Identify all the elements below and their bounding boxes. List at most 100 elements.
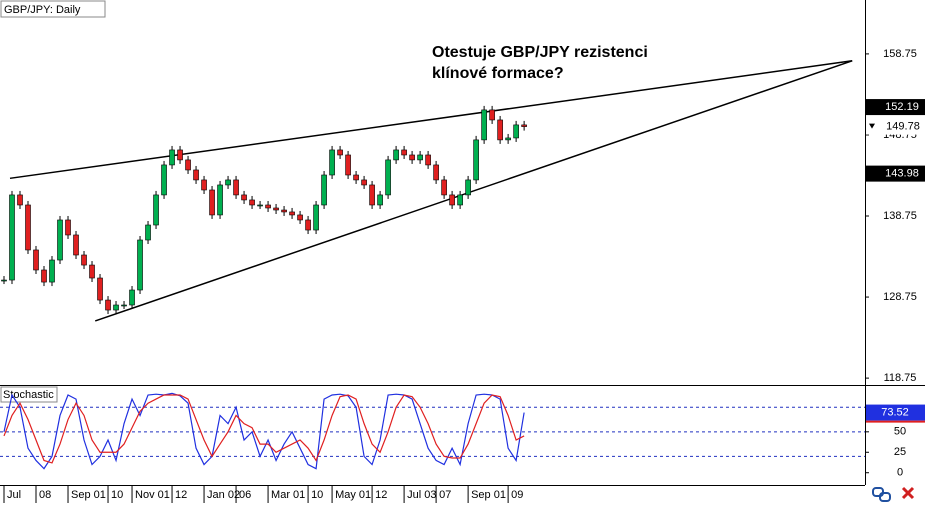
y-tick-label: 118.75 <box>884 372 917 384</box>
candle <box>417 154 423 161</box>
last-price-box <box>866 118 925 135</box>
price-label-box <box>866 99 925 116</box>
candle <box>321 174 327 206</box>
candle <box>161 164 167 196</box>
annotation: klínové formace? <box>432 65 564 82</box>
candle <box>121 304 127 307</box>
close-icon[interactable] <box>901 486 915 500</box>
candle <box>25 204 31 251</box>
candle <box>105 299 111 311</box>
x-tick-label: 10 <box>111 489 123 501</box>
candle <box>17 194 23 206</box>
y-tick-label: 25 <box>894 446 906 458</box>
y-tick-label: 128.75 <box>883 291 917 303</box>
stochastic-line <box>3 392 525 470</box>
candle <box>305 219 311 231</box>
x-tick-label: 07 <box>439 489 451 501</box>
trendline <box>94 60 853 322</box>
price-label: 152.19 <box>885 101 919 113</box>
x-tick-label: Nov 01 <box>135 489 170 501</box>
y-tick-label: 50 <box>894 426 906 438</box>
x-tick-label: 12 <box>175 489 187 501</box>
candle <box>449 194 455 206</box>
candle <box>369 184 375 206</box>
y-tick-label: 158.75 <box>883 48 917 60</box>
x-tick-label: Sep 01 <box>71 489 106 501</box>
x-tick-label: 09 <box>511 489 523 501</box>
x-tick-label: Jul 03 <box>407 489 436 501</box>
candle <box>185 159 191 171</box>
candle <box>193 169 199 181</box>
title-box <box>0 0 106 18</box>
candle <box>169 149 175 166</box>
candle <box>329 149 335 176</box>
candle <box>265 204 271 209</box>
x-tick-label: 12 <box>375 489 387 501</box>
candle <box>225 179 231 186</box>
candle <box>73 234 79 256</box>
candle <box>377 194 383 206</box>
candle <box>281 209 287 213</box>
x-tick-label: Sep 01 <box>471 489 506 501</box>
candle <box>57 219 63 261</box>
x-tick-label: Mar 01 <box>271 489 305 501</box>
candle <box>425 154 431 166</box>
candle <box>9 194 15 281</box>
candle <box>385 159 391 196</box>
candle <box>393 149 399 161</box>
last-value-label: 73.52 <box>881 406 909 418</box>
last-price-label: 149.78 <box>886 121 920 133</box>
candle <box>473 139 479 181</box>
candle <box>137 239 143 291</box>
candle <box>1 279 7 282</box>
candle <box>113 304 119 311</box>
x-tick-label: Jul <box>7 489 21 501</box>
x-tick-label: 10 <box>311 489 323 501</box>
last-price-arrow <box>869 123 875 129</box>
candle <box>465 179 471 196</box>
candle <box>297 214 303 221</box>
candle <box>153 194 159 226</box>
indicator-title: Stochastic <box>3 389 54 401</box>
candle <box>481 109 487 141</box>
candle <box>81 254 87 266</box>
candle <box>505 137 511 141</box>
candle <box>489 109 495 121</box>
candle <box>89 264 95 279</box>
candle <box>33 249 39 271</box>
candle <box>217 184 223 216</box>
candle <box>65 219 71 236</box>
candle <box>433 164 439 181</box>
x-tick-label: 06 <box>239 489 251 501</box>
candle <box>145 224 151 241</box>
candle <box>177 149 183 161</box>
candle <box>289 211 295 216</box>
y-tick-label: 138.75 <box>883 210 917 222</box>
candle <box>249 199 255 206</box>
candle <box>401 149 407 156</box>
toolbar-icons[interactable] <box>872 486 915 502</box>
candle <box>337 149 343 156</box>
chart-title: GBP/JPY: Daily <box>4 4 81 16</box>
candle <box>353 174 359 181</box>
stochastic-line <box>3 394 525 464</box>
candle <box>441 179 447 196</box>
candle <box>457 194 463 206</box>
candle <box>513 124 519 139</box>
candle <box>41 269 47 283</box>
candle <box>97 277 103 301</box>
candle <box>201 179 207 191</box>
x-tick-label: 08 <box>39 489 51 501</box>
candle <box>313 204 319 231</box>
candle <box>49 259 55 283</box>
candle <box>257 204 263 207</box>
candle <box>209 189 215 216</box>
candle <box>521 124 527 127</box>
link-icon[interactable] <box>879 492 891 502</box>
y-tick-label: 0 <box>897 467 903 479</box>
candle <box>129 289 135 306</box>
candle <box>241 194 247 201</box>
